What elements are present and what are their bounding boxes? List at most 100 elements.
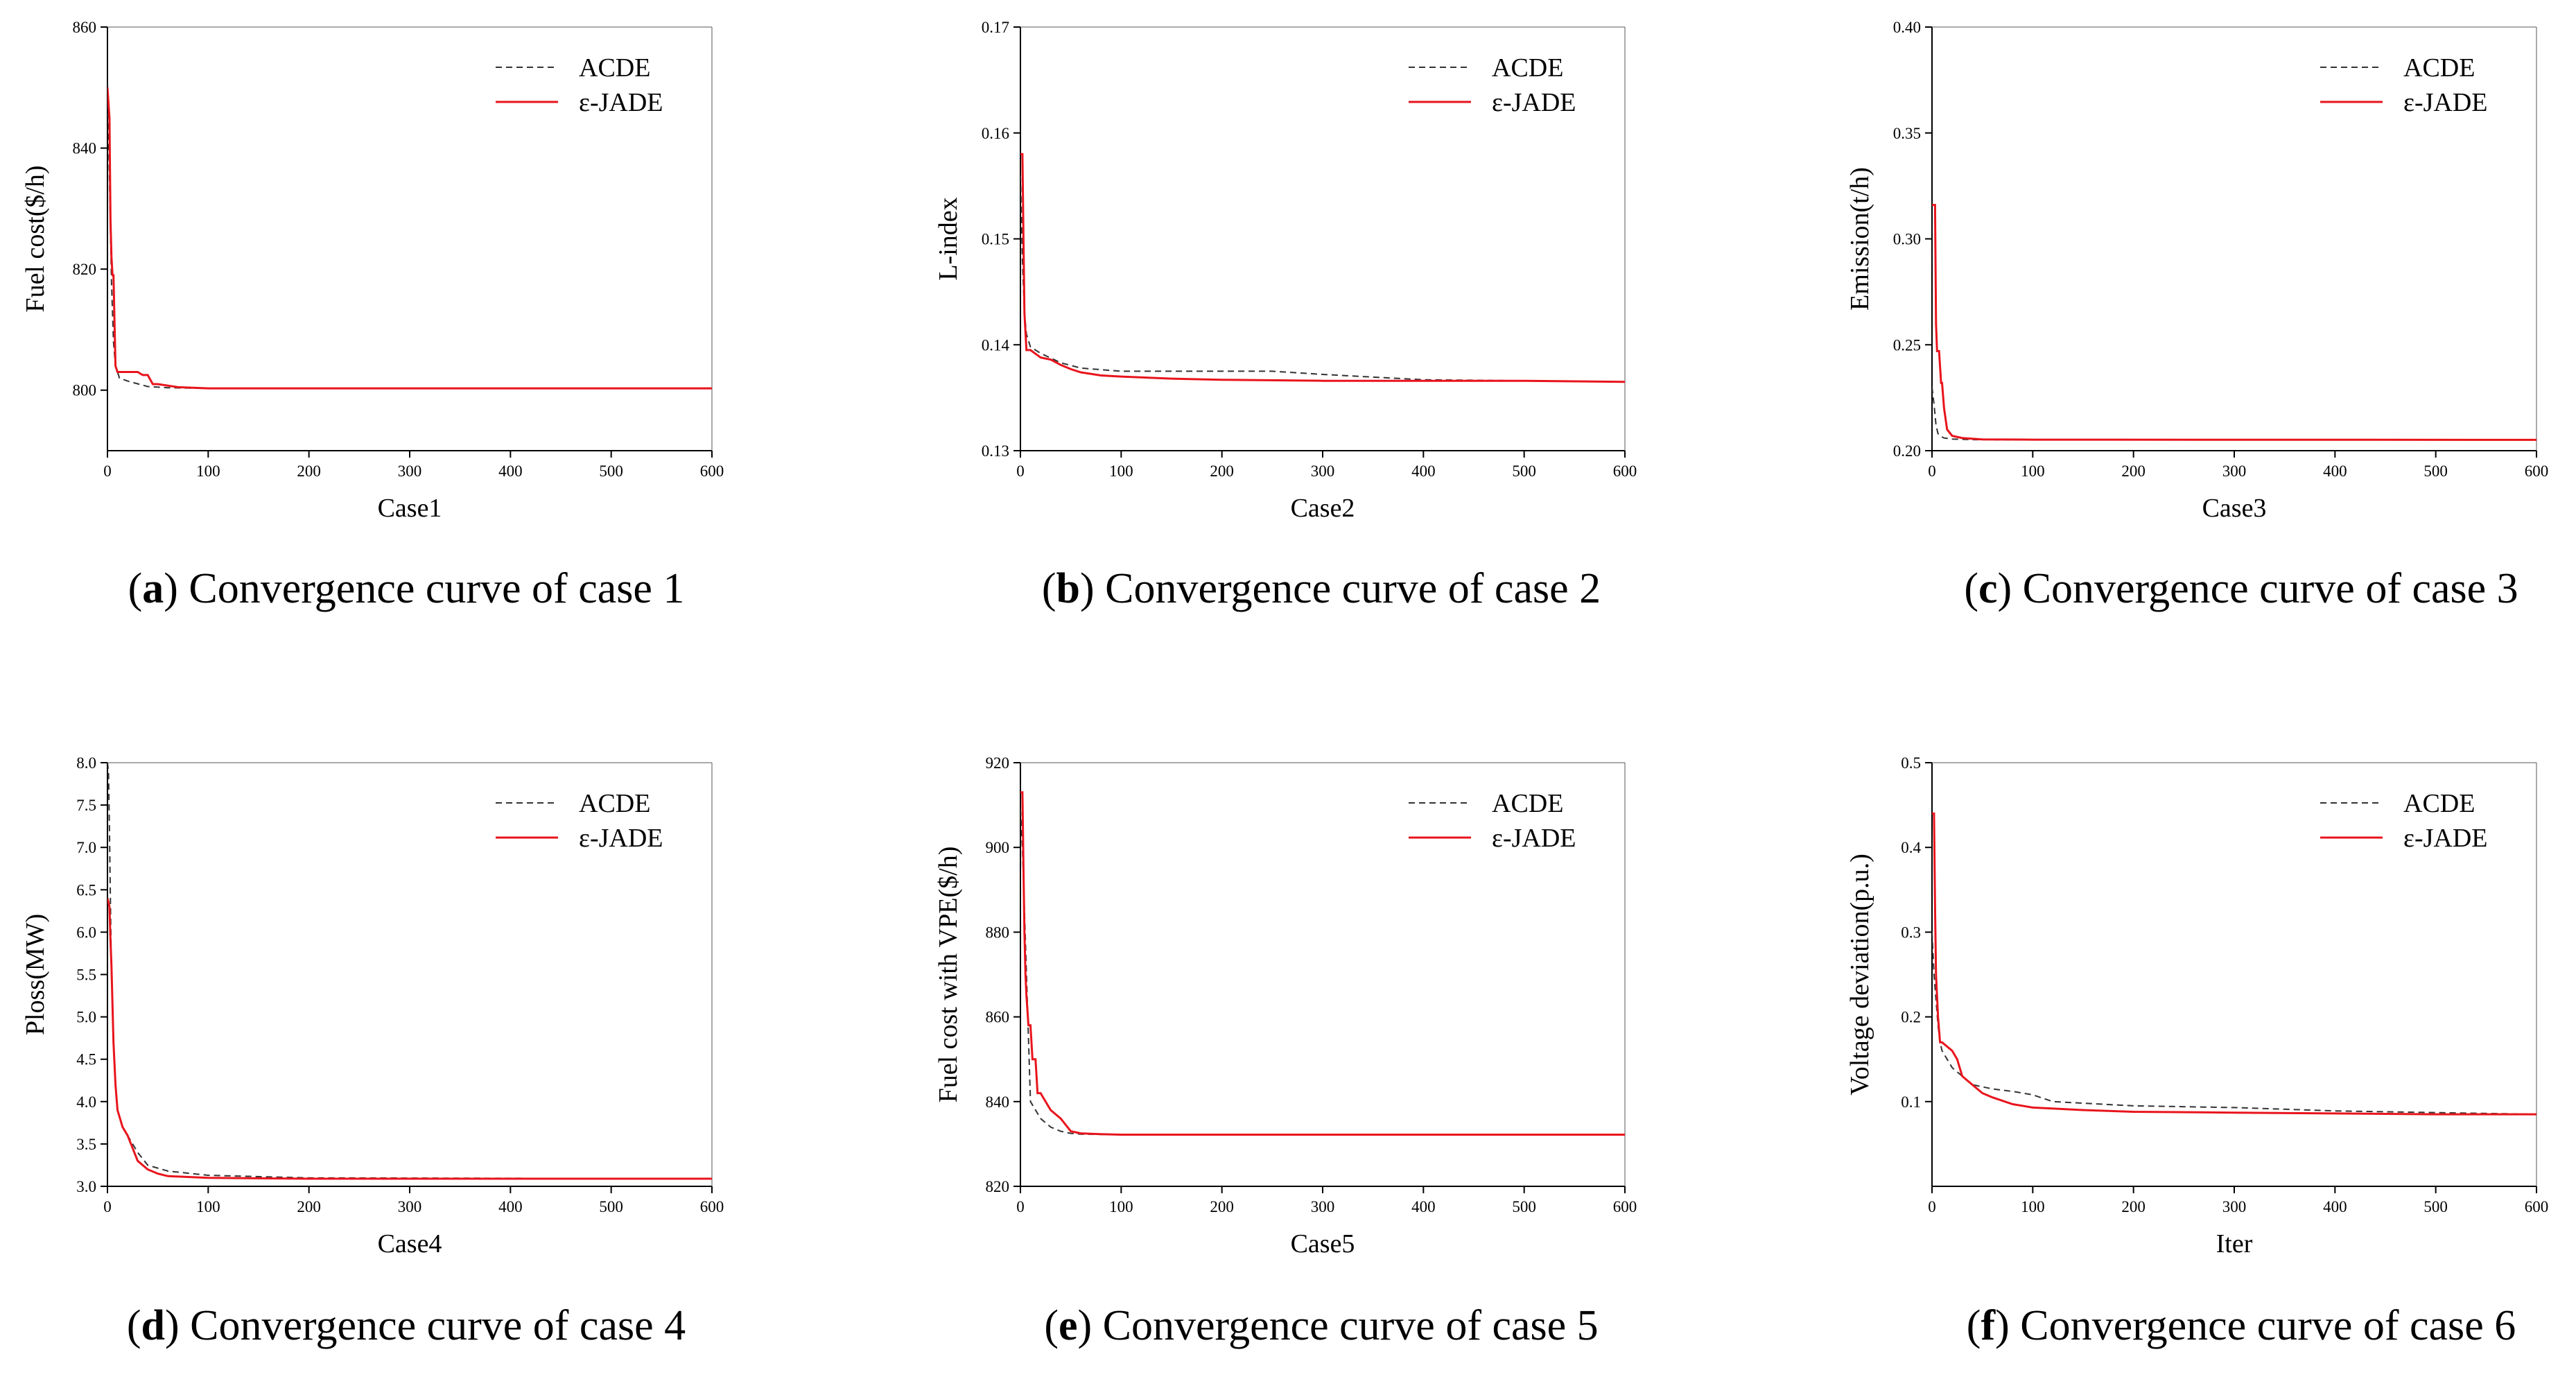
x-axis-title: Case3	[2202, 494, 2267, 523]
x-tick-label: 300	[398, 1198, 422, 1215]
x-tick-label: 100	[1109, 1198, 1133, 1215]
x-axis-title: Iter	[2216, 1229, 2253, 1258]
y-tick-label: 6.5	[76, 881, 96, 899]
x-tick-label: 0	[103, 1198, 112, 1215]
series-line-ejade	[1932, 204, 2536, 441]
x-tick-label: 600	[2525, 1198, 2549, 1215]
panel-caption: (d) Convergence curve of case 4	[127, 1302, 686, 1349]
x-tick-label: 200	[297, 462, 321, 480]
chart-panel-b: 0 100 200 300 400 500 600 0.13 0.14 0.15 0.16 0.17 C…	[934, 19, 1637, 612]
y-tick-label: 0.15	[982, 231, 1009, 248]
x-tick-label: 100	[196, 462, 220, 480]
y-tick-label: 920	[986, 754, 1010, 772]
y-tick-label: 860	[73, 19, 97, 36]
x-tick-label: 200	[1210, 1198, 1234, 1215]
x-tick-label: 400	[498, 1198, 523, 1215]
x-tick-label: 300	[398, 462, 422, 480]
y-tick-label: 0.4	[1901, 839, 1921, 856]
x-tick-label: 400	[498, 462, 523, 480]
series-line-ejade	[1020, 791, 1625, 1136]
x-tick-label: 600	[1613, 462, 1637, 480]
panel-caption: (a) Convergence curve of case 1	[128, 565, 685, 612]
caption-open-paren: (	[1967, 1302, 1981, 1349]
y-axis-title: Fuel cost($/h)	[21, 165, 50, 312]
caption-text: ) Convergence curve of case 2	[1080, 565, 1601, 612]
y-tick-label: 860	[986, 1009, 1010, 1026]
chart-panel-f: 0 100 200 300 400 500 600 0.1 0.2 0.3 0.4 0.5 Iter Vo…	[1845, 754, 2548, 1349]
y-tick-label: 0.20	[1893, 442, 1921, 460]
panel-caption: (c) Convergence curve of case 3	[1964, 565, 2518, 612]
x-tick-label: 200	[1210, 462, 1234, 480]
series-line-acde	[1020, 175, 1625, 383]
panel-caption: (f) Convergence curve of case 6	[1967, 1302, 2516, 1349]
x-tick-label: 400	[1411, 462, 1436, 480]
legend-label: ACDE	[1492, 789, 1563, 818]
caption-letter: c	[1978, 565, 1998, 612]
y-tick-label: 0.1	[1901, 1093, 1921, 1111]
legend-label: ε-JADE	[2403, 88, 2488, 117]
y-tick-label: 900	[986, 839, 1010, 856]
x-tick-label: 500	[599, 462, 623, 480]
y-axis-title: Voltage deviation(p.u.)	[1845, 854, 1874, 1095]
y-tick-label: 5.0	[76, 1009, 96, 1026]
x-tick-label: 0	[1928, 462, 1936, 480]
y-tick-label: 0.14	[982, 336, 1010, 354]
y-tick-label: 4.5	[76, 1051, 96, 1068]
x-tick-label: 100	[2021, 462, 2045, 480]
legend-label: ACDE	[2403, 53, 2475, 83]
x-axis-title: Case2	[1291, 494, 1355, 523]
x-tick-label: 200	[2121, 462, 2146, 480]
series-line-ejade	[107, 898, 712, 1180]
y-tick-label: 820	[73, 261, 97, 278]
y-tick-label: 0.3	[1901, 924, 1921, 941]
panel-caption: (b) Convergence curve of case 2	[1042, 565, 1601, 612]
x-tick-label: 600	[1613, 1198, 1637, 1215]
x-tick-label: 500	[2423, 462, 2448, 480]
caption-open-paren: (	[128, 565, 143, 612]
x-axis-title: Case5	[1291, 1229, 1355, 1258]
x-tick-label: 300	[1311, 462, 1335, 480]
y-tick-label: 7.5	[76, 797, 96, 814]
series-line-ejade	[1020, 153, 1625, 383]
caption-open-paren: (	[1044, 1302, 1059, 1349]
legend-label: ε-JADE	[579, 824, 663, 853]
chart-panel-c: 0 100 200 300 400 500 600 0.20 0.25 0.30 0.35 0.40 C…	[1845, 19, 2548, 612]
x-tick-label: 0	[1016, 462, 1025, 480]
y-tick-label: 6.0	[76, 924, 96, 941]
x-tick-label: 0	[1928, 1198, 1936, 1215]
y-tick-label: 0.16	[982, 125, 1009, 142]
x-tick-label: 0	[1016, 1198, 1025, 1215]
caption-letter: b	[1056, 565, 1080, 612]
caption-letter: a	[142, 565, 164, 612]
y-tick-label: 0.17	[982, 19, 1009, 36]
series-line-ejade	[1932, 812, 2536, 1116]
x-tick-label: 100	[196, 1198, 220, 1215]
x-axis-title: Case4	[378, 1229, 442, 1258]
y-tick-label: 4.0	[76, 1093, 96, 1111]
x-tick-label: 600	[700, 1198, 724, 1215]
y-tick-label: 0.30	[1893, 231, 1921, 248]
y-axis-title: L-index	[934, 197, 963, 280]
x-tick-label: 100	[2021, 1198, 2045, 1215]
x-tick-label: 200	[297, 1198, 321, 1215]
x-tick-label: 100	[1109, 462, 1133, 480]
y-tick-label: 5.5	[76, 967, 96, 984]
y-tick-label: 0.40	[1893, 19, 1921, 36]
x-tick-label: 300	[2222, 462, 2247, 480]
panel-caption: (e) Convergence curve of case 5	[1044, 1302, 1598, 1349]
x-axis-title: Case1	[378, 494, 442, 523]
caption-open-paren: (	[1964, 565, 1978, 612]
chart-panel-d: 0 100 200 300 400 500 600 3.0 3.5 4.0 4.5 5.0 5.5 6.0…	[21, 754, 724, 1349]
x-tick-label: 500	[599, 1198, 623, 1215]
x-tick-label: 500	[1512, 1198, 1536, 1215]
x-tick-label: 400	[2323, 1198, 2347, 1215]
y-tick-label: 3.5	[76, 1136, 96, 1153]
x-tick-label: 600	[2525, 462, 2549, 480]
series-line-acde	[1020, 809, 1625, 1136]
x-tick-label: 500	[1512, 462, 1536, 480]
caption-text: ) Convergence curve of case 6	[1995, 1302, 2516, 1349]
y-tick-label: 840	[986, 1093, 1010, 1111]
legend-label: ε-JADE	[2403, 824, 2488, 853]
y-tick-label: 0.5	[1901, 754, 1921, 772]
